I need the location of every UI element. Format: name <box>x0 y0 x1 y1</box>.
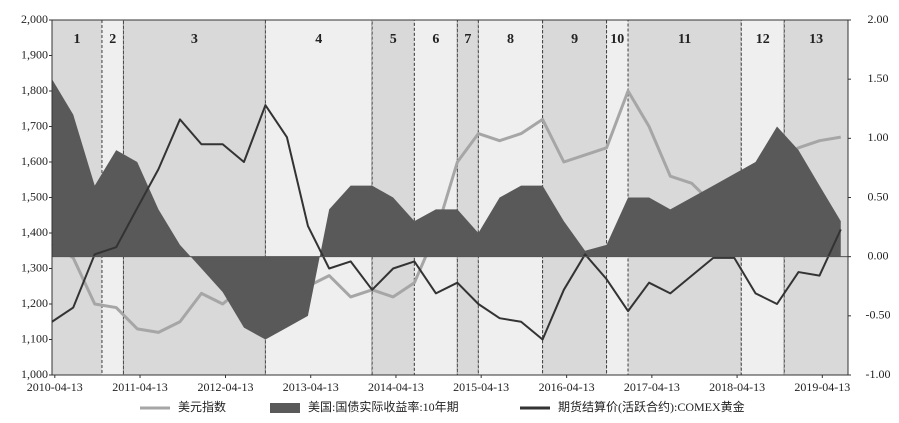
x-tick-label: 2016-04-13 <box>539 380 595 394</box>
y-tick-label: 1,500 <box>21 189 48 203</box>
region-label: 13 <box>809 32 823 47</box>
y2-tick-label: 0.00 <box>868 248 889 262</box>
legend-swatch <box>270 403 300 413</box>
y-tick-label: 1,100 <box>21 331 48 345</box>
x-tick-label: 2012-04-13 <box>197 380 253 394</box>
y-tick-label: 1,900 <box>21 47 48 61</box>
y-tick-label: 1,000 <box>21 367 48 381</box>
y2-tick-label: 1.50 <box>868 71 889 85</box>
x-tick-label: 2019-04-13 <box>794 380 850 394</box>
y2-tick-label: -1.00 <box>866 367 891 381</box>
region <box>456 19 479 376</box>
x-tick-label: 2018-04-13 <box>709 380 765 394</box>
region-label: 11 <box>678 32 691 47</box>
y2-tick-label: 0.50 <box>868 189 889 203</box>
region-label: 7 <box>464 32 471 47</box>
y-tick-label: 1,600 <box>21 154 48 168</box>
region-label: 1 <box>73 32 80 47</box>
x-tick-label: 2013-04-13 <box>283 380 339 394</box>
region-label: 8 <box>507 32 514 47</box>
x-tick-label: 2011-04-13 <box>112 380 168 394</box>
region-label: 4 <box>315 32 322 47</box>
region-label: 12 <box>756 32 770 47</box>
region-label: 6 <box>432 32 439 47</box>
region <box>542 19 608 376</box>
region-label: 9 <box>571 32 578 47</box>
region-label: 10 <box>610 32 624 47</box>
y-tick-label: 1,300 <box>21 260 48 274</box>
y-tick-label: 1,800 <box>21 83 48 97</box>
y-tick-label: 1,400 <box>21 225 48 239</box>
y-tick-label: 1,200 <box>21 296 48 310</box>
region <box>606 19 629 376</box>
region <box>413 19 458 376</box>
region-label: 3 <box>191 32 198 47</box>
y2-tick-label: 2.00 <box>868 12 889 26</box>
x-tick-label: 2010-04-13 <box>27 380 83 394</box>
y-tick-label: 1,700 <box>21 118 48 132</box>
region-label: 5 <box>390 32 397 47</box>
y2-tick-label: 1.00 <box>868 130 889 144</box>
y2-tick-label: -0.50 <box>866 308 891 322</box>
legend-label: 美元指数 <box>178 399 226 414</box>
region-label: 2 <box>109 32 116 47</box>
plot-frame <box>51 19 849 376</box>
x-tick-label: 2017-04-13 <box>624 380 680 394</box>
y-tick-label: 2,000 <box>21 12 48 26</box>
line-series <box>51 104 842 341</box>
x-tick-label: 2015-04-13 <box>453 380 509 394</box>
x-tick-label: 2014-04-13 <box>368 380 424 394</box>
area-series <box>52 79 841 340</box>
legend-label: 美国:国债实际收益率:10年期 <box>308 399 459 414</box>
legend-label: 期货结算价(活跃合约):COMEX黄金 <box>558 399 745 414</box>
